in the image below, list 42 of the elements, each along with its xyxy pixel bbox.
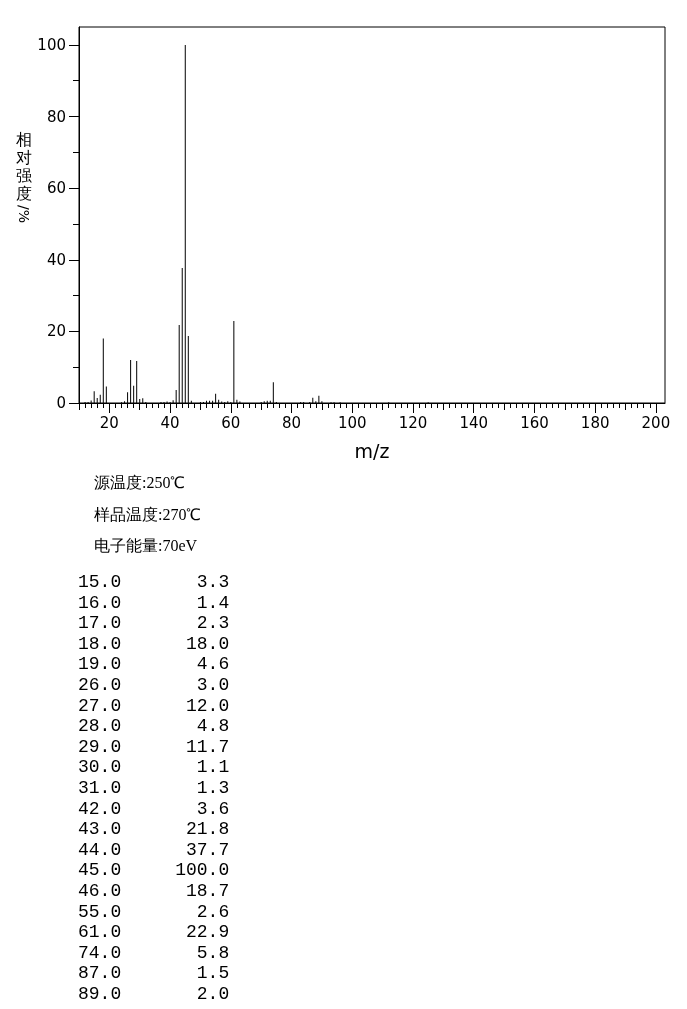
- text: 18.0 18.0: [78, 633, 230, 654]
- text: 61.0 22.9: [78, 922, 230, 943]
- x-tick-label: 120: [398, 413, 428, 432]
- y-axis-title: 相对强度/%: [15, 130, 33, 224]
- x-tick-label: 200: [641, 413, 671, 432]
- text: 55.0 2.6: [78, 901, 230, 922]
- text: 74.0 5.8: [78, 942, 230, 963]
- y-tick-label: 0: [56, 394, 66, 412]
- text: 45.0 100.0: [78, 860, 230, 881]
- y-tick-label: 60: [46, 179, 66, 198]
- text: 42.0 3.6: [78, 798, 230, 819]
- text: 26.0 3.0: [78, 675, 230, 695]
- text: 87.0 1.5: [78, 963, 230, 984]
- y-tick-label: 20: [46, 322, 66, 341]
- y-tick-label: 40: [46, 250, 66, 269]
- x-tick-label: 60: [221, 413, 241, 432]
- text: 16.0 1.4: [78, 592, 230, 613]
- x-tick-label: 40: [160, 413, 180, 432]
- y-tick-label: 100: [37, 35, 66, 54]
- text: 17.0 2.3: [78, 613, 230, 634]
- text: 电子能量:70eV: [94, 536, 198, 556]
- text: 46.0 18.7: [78, 881, 230, 901]
- text: 15.0 3.3: [78, 572, 230, 592]
- text: 29.0 11.7: [78, 736, 230, 757]
- text: 43.0 21.8: [78, 819, 230, 840]
- x-tick-label: 140: [459, 413, 489, 432]
- x-tick-label: 20: [99, 413, 119, 432]
- text: 样品温度:270℃: [94, 504, 202, 525]
- text: 28.0 4.8: [78, 716, 230, 737]
- x-tick-label: 80: [281, 413, 302, 432]
- text: 27.0 12.0: [78, 695, 230, 716]
- x-tick-label: 100: [337, 413, 367, 432]
- text: 89.0 2.0: [78, 984, 230, 1004]
- text: 30.0 1.1: [78, 757, 230, 778]
- text: 31.0 1.3: [78, 778, 230, 798]
- text: 源温度:250℃: [94, 473, 186, 493]
- x-tick-label: 160: [520, 413, 549, 432]
- y-tick-label: 80: [46, 107, 66, 126]
- text: 19.0 4.6: [78, 654, 230, 675]
- x-axis-title: m/z: [354, 439, 390, 462]
- text: 44.0 37.7: [78, 839, 230, 860]
- x-tick-label: 180: [580, 413, 610, 432]
